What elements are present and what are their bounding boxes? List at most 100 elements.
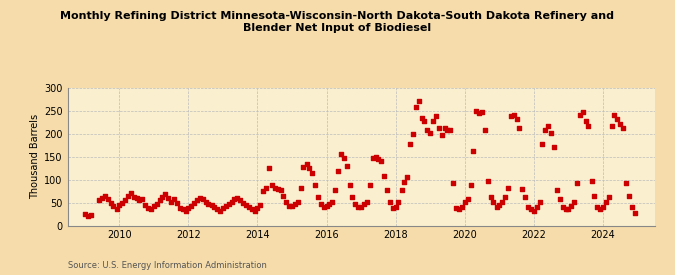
- Point: [356, 205, 367, 209]
- Point: [600, 199, 611, 204]
- Point: [111, 207, 122, 212]
- Point: [595, 207, 605, 211]
- Point: [560, 207, 571, 212]
- Point: [413, 99, 424, 103]
- Point: [531, 205, 542, 209]
- Point: [238, 200, 248, 205]
- Point: [569, 199, 580, 204]
- Point: [454, 207, 464, 211]
- Point: [272, 187, 283, 191]
- Point: [439, 126, 450, 131]
- Point: [517, 187, 528, 191]
- Point: [119, 198, 130, 202]
- Point: [186, 204, 196, 208]
- Point: [292, 199, 303, 204]
- Point: [344, 183, 355, 187]
- Point: [551, 188, 562, 192]
- Point: [157, 195, 168, 199]
- Point: [350, 201, 360, 206]
- Point: [306, 170, 317, 175]
- Point: [223, 201, 234, 206]
- Point: [137, 197, 148, 201]
- Point: [540, 128, 551, 132]
- Point: [474, 111, 485, 116]
- Point: [194, 196, 205, 200]
- Point: [269, 186, 280, 190]
- Point: [580, 119, 591, 123]
- Point: [160, 192, 171, 197]
- Point: [497, 199, 508, 204]
- Point: [606, 123, 617, 128]
- Text: Source: U.S. Energy Information Administration: Source: U.S. Energy Information Administ…: [68, 260, 267, 270]
- Point: [399, 180, 410, 184]
- Point: [321, 204, 332, 208]
- Point: [347, 195, 358, 199]
- Point: [338, 155, 349, 160]
- Point: [419, 119, 430, 123]
- Point: [80, 212, 90, 216]
- Point: [105, 200, 116, 205]
- Point: [310, 183, 321, 187]
- Point: [258, 189, 269, 193]
- Point: [557, 205, 568, 209]
- Point: [261, 186, 271, 190]
- Point: [263, 166, 274, 170]
- Point: [324, 201, 335, 206]
- Point: [295, 186, 306, 190]
- Point: [134, 198, 144, 202]
- Point: [479, 128, 490, 132]
- Point: [433, 126, 444, 131]
- Point: [483, 178, 493, 183]
- Point: [284, 204, 295, 208]
- Point: [103, 197, 113, 201]
- Point: [128, 195, 139, 199]
- Point: [192, 198, 202, 202]
- Point: [381, 188, 392, 192]
- Point: [99, 194, 110, 198]
- Point: [522, 205, 533, 209]
- Point: [249, 209, 260, 213]
- Point: [252, 206, 263, 210]
- Point: [526, 207, 537, 212]
- Point: [373, 157, 384, 161]
- Point: [451, 206, 462, 210]
- Point: [387, 206, 398, 210]
- Point: [212, 207, 223, 212]
- Point: [148, 204, 159, 208]
- Point: [117, 200, 128, 205]
- Point: [330, 188, 341, 192]
- Point: [416, 116, 427, 120]
- Point: [436, 133, 447, 137]
- Point: [304, 166, 315, 170]
- Point: [491, 205, 502, 209]
- Point: [97, 196, 107, 200]
- Point: [220, 204, 231, 208]
- Point: [537, 142, 548, 146]
- Point: [592, 205, 603, 209]
- Point: [301, 161, 312, 166]
- Point: [629, 210, 640, 215]
- Point: [529, 209, 539, 213]
- Text: Monthly Refining District Minnesota-Wisconsin-North Dakota-South Dakota Refinery: Monthly Refining District Minnesota-Wisc…: [61, 11, 614, 33]
- Point: [203, 201, 214, 206]
- Point: [114, 203, 125, 207]
- Point: [163, 196, 173, 200]
- Point: [342, 164, 352, 168]
- Point: [209, 205, 220, 209]
- Point: [370, 155, 381, 159]
- Point: [618, 126, 628, 131]
- Point: [298, 165, 309, 169]
- Point: [425, 131, 435, 135]
- Point: [384, 199, 395, 204]
- Point: [506, 114, 516, 119]
- Point: [166, 199, 177, 204]
- Point: [543, 123, 554, 128]
- Point: [405, 142, 416, 146]
- Point: [572, 181, 583, 186]
- Point: [200, 199, 211, 204]
- Point: [174, 206, 185, 210]
- Point: [215, 209, 225, 213]
- Point: [448, 181, 459, 186]
- Point: [151, 201, 162, 206]
- Point: [229, 197, 240, 201]
